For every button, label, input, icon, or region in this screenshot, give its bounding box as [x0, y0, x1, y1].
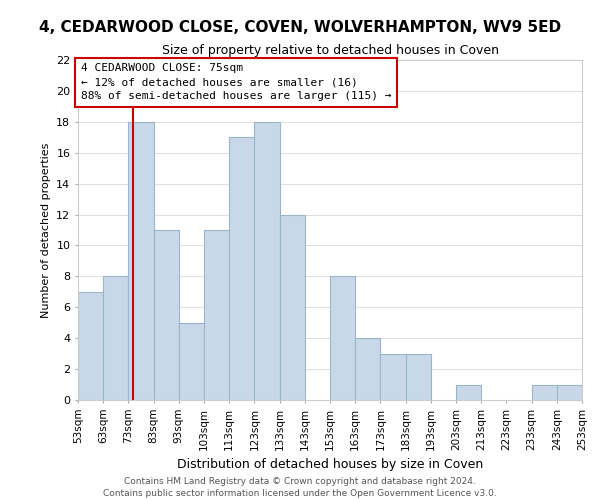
- Bar: [128, 122, 154, 400]
- Bar: [179, 322, 204, 400]
- Bar: [532, 384, 557, 400]
- X-axis label: Distribution of detached houses by size in Coven: Distribution of detached houses by size …: [177, 458, 483, 471]
- Bar: [406, 354, 431, 400]
- Text: 4, CEDARWOOD CLOSE, COVEN, WOLVERHAMPTON, WV9 5ED: 4, CEDARWOOD CLOSE, COVEN, WOLVERHAMPTON…: [39, 20, 561, 35]
- Bar: [380, 354, 406, 400]
- Bar: [280, 214, 305, 400]
- Bar: [103, 276, 128, 400]
- Bar: [254, 122, 280, 400]
- Bar: [204, 230, 229, 400]
- Bar: [557, 384, 582, 400]
- Bar: [330, 276, 355, 400]
- Y-axis label: Number of detached properties: Number of detached properties: [41, 142, 50, 318]
- Text: Contains HM Land Registry data © Crown copyright and database right 2024.
Contai: Contains HM Land Registry data © Crown c…: [103, 476, 497, 498]
- Bar: [456, 384, 481, 400]
- Bar: [355, 338, 380, 400]
- Bar: [154, 230, 179, 400]
- Text: 4 CEDARWOOD CLOSE: 75sqm
← 12% of detached houses are smaller (16)
88% of semi-d: 4 CEDARWOOD CLOSE: 75sqm ← 12% of detach…: [80, 63, 391, 101]
- Bar: [78, 292, 103, 400]
- Title: Size of property relative to detached houses in Coven: Size of property relative to detached ho…: [161, 44, 499, 58]
- Bar: [229, 138, 254, 400]
